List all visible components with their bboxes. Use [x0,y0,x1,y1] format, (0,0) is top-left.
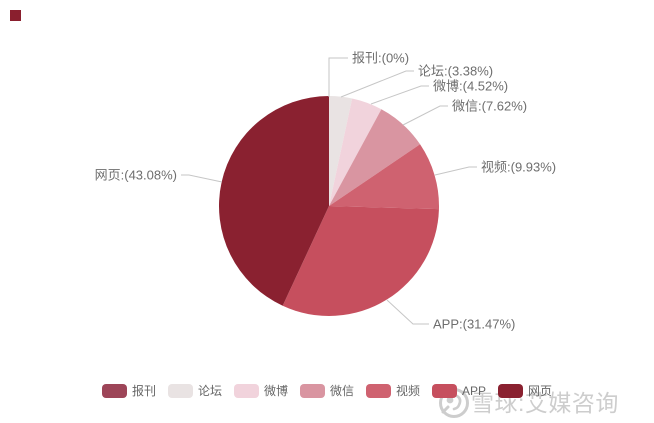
legend-item-1[interactable]: 报刊 [101,382,156,399]
legend-item-5[interactable]: 视频 [366,382,420,399]
slice-label-7: 网页:(43.08%) [95,168,177,183]
legend-item-6[interactable]: APP [432,383,487,398]
corner-square-marker [10,10,21,21]
legend-color-swatch [432,383,458,398]
label-leader-lines [181,57,477,325]
pie-slice-4[interactable] [329,109,421,206]
pie-slice-3[interactable] [329,98,382,206]
pie-slice-7[interactable] [219,96,329,306]
pie-slice-2[interactable] [329,96,353,206]
legend-color-swatch [299,383,325,398]
slice-label-3: 微博:(4.52%) [433,79,508,94]
slice-label-5: 视频:(9.93%) [481,160,556,175]
legend-item-label: 论坛 [197,384,222,398]
watermark-text: 雪球:艾媒咨询 [471,390,619,416]
legend-item-7[interactable]: 网页 [498,382,552,399]
legend-color-swatch [167,383,193,398]
legend-color-swatch [101,383,127,398]
legend-item-label: 微信 [329,384,354,398]
legend-item-label: 微博 [263,384,288,398]
legend-item-label: 视频 [396,384,421,398]
slice-label-6: APP:(31.47%) [433,317,515,332]
leader-line-4 [402,105,448,126]
watermark: 雪球:艾媒咨询 [437,386,619,420]
legend-color-swatch [233,383,259,398]
chart-legend: 报刊 论坛 微博 微信 视频 APP 网页 [0,382,654,399]
leader-line-2 [340,70,414,98]
leader-line-1 [328,57,348,97]
legend-color-swatch [366,383,391,398]
pie-slice-5[interactable] [329,144,439,210]
leader-line-5 [434,166,477,176]
pie-slice-6[interactable] [282,206,439,316]
legend-item-2[interactable]: 论坛 [167,382,222,399]
legend-item-label: 报刊 [131,384,156,398]
leader-line-7 [181,174,223,183]
slice-label-4: 微信:(7.62%) [452,99,527,114]
slice-label-2: 论坛:(3.38%) [418,64,493,79]
legend-item-label: 网页 [528,384,553,398]
legend-item-3[interactable]: 微博 [233,382,288,399]
legend-color-swatch [498,383,524,398]
slice-label-1: 报刊:(0%) [352,51,409,66]
pie-slices [219,96,439,316]
legend-item-4[interactable]: 微信 [299,382,354,399]
leader-line-6 [386,299,429,325]
slice-labels: 报刊:(0%) 论坛:(3.38%)微博:(4.52%) 微信:(7.62%) 视频:… [95,51,557,332]
leader-line-3 [370,85,429,105]
snowball-logo-icon [439,388,469,418]
legend-item-label: APP [462,383,487,398]
